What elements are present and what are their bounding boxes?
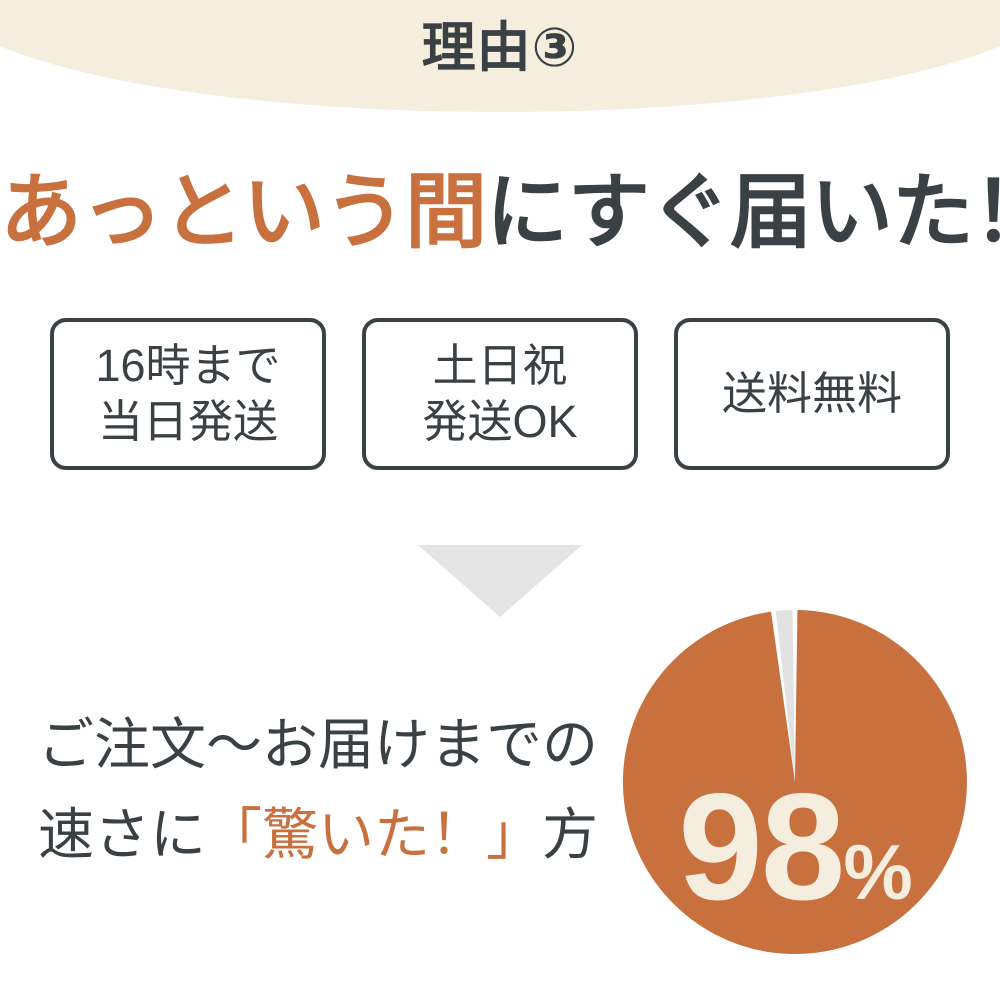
badge-line-2: 発送OK	[422, 396, 578, 447]
badge-weekend-holiday-shipping: 土日祝 発送OK	[362, 318, 638, 470]
badge-line-1: 送料無料	[721, 368, 902, 419]
badge-same-day-shipping: 16時まで 当日発送	[50, 318, 326, 470]
badge-free-shipping: 送料無料	[674, 318, 950, 470]
caption-line-1: ご注文〜お届けまでの	[38, 713, 598, 776]
headline-accent: あっという間	[0, 167, 487, 258]
chart-caption: ご注文〜お届けまでの 速さに「驚いた！」方	[38, 700, 618, 880]
caption-line-2-after: 方	[542, 803, 598, 866]
caption-line-2-accent: 「驚いた！」	[206, 803, 542, 866]
pie-chart: 98%	[620, 607, 970, 957]
banner-title: 理由③	[421, 18, 579, 78]
pie-slice-その他	[775, 610, 795, 782]
caption-line-2: 速さに「驚いた！」方	[38, 790, 618, 880]
header-banner: 理由③	[0, 0, 1000, 112]
badge-row: 16時まで 当日発送 土日祝 発送OK 送料無料	[50, 318, 950, 470]
headline-rest: にすぐ届いた！	[486, 167, 1000, 258]
pie-slice-驚いた	[622, 610, 967, 955]
pie-chart-svg	[622, 610, 967, 955]
badge-line-2: 当日発送	[97, 396, 278, 447]
triangle-down-icon	[418, 545, 582, 617]
badge-line-1: 16時まで	[95, 340, 281, 391]
badge-line-1: 土日祝	[432, 340, 568, 391]
page-headline: あっという間にすぐ届いた！	[0, 163, 1000, 263]
caption-line-2-before: 速さに	[38, 803, 206, 866]
